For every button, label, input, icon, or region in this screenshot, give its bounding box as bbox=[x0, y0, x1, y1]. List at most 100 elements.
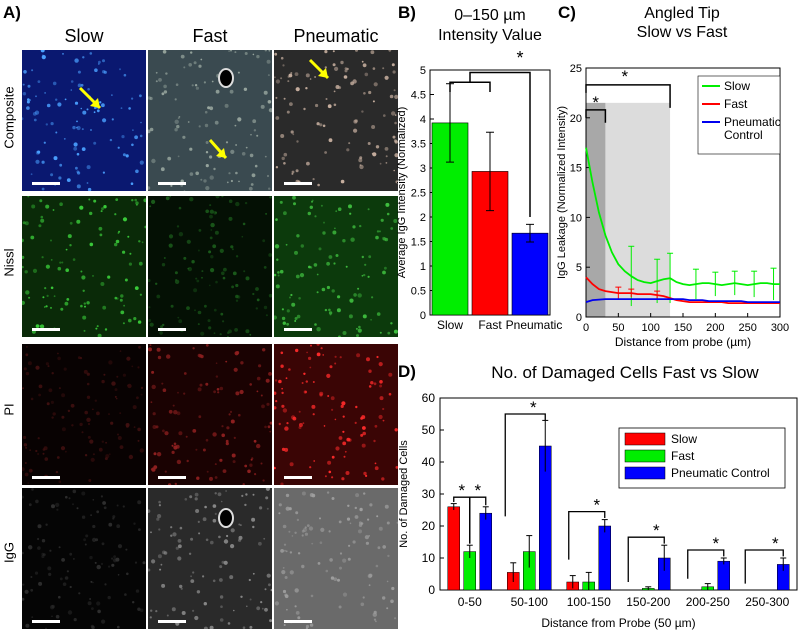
cell-dot bbox=[382, 419, 385, 422]
cell-dot bbox=[394, 121, 397, 125]
cell-dot bbox=[137, 439, 140, 442]
cell-dot bbox=[328, 255, 333, 259]
cell-dot bbox=[135, 589, 140, 593]
chart-d-ytick-label: 20 bbox=[422, 519, 436, 533]
cell-dot bbox=[40, 215, 44, 219]
cell-dot bbox=[62, 582, 67, 586]
cell-dot bbox=[230, 419, 235, 424]
scale-bar bbox=[158, 182, 186, 185]
cell-dot bbox=[240, 595, 243, 598]
cell-dot bbox=[155, 425, 159, 429]
cell-dot bbox=[158, 504, 161, 507]
cell-dot bbox=[169, 196, 171, 198]
cell-dot bbox=[228, 50, 230, 52]
cell-dot bbox=[231, 453, 236, 458]
cell-dot bbox=[171, 607, 176, 612]
cell-dot bbox=[76, 152, 80, 156]
cell-dot bbox=[87, 187, 92, 191]
cell-dot bbox=[159, 568, 162, 571]
cell-dot bbox=[252, 119, 257, 124]
micrograph-tile bbox=[274, 196, 398, 337]
cell-dot bbox=[301, 564, 305, 569]
cell-dot bbox=[66, 178, 71, 183]
cell-dot bbox=[122, 505, 125, 508]
cell-dot bbox=[388, 392, 392, 396]
cell-dot bbox=[202, 448, 206, 452]
cell-dot bbox=[270, 588, 272, 592]
cell-dot bbox=[22, 117, 24, 121]
cell-dot bbox=[244, 201, 248, 205]
cell-dot bbox=[342, 430, 345, 433]
cell-dot bbox=[274, 244, 280, 249]
cell-dot bbox=[55, 502, 60, 507]
cell-dot bbox=[230, 528, 235, 533]
cell-dot bbox=[163, 90, 168, 94]
cell-dot bbox=[58, 595, 61, 599]
cell-dot bbox=[102, 118, 107, 123]
cell-dot bbox=[358, 529, 362, 534]
cell-dot bbox=[361, 110, 364, 113]
cell-dot bbox=[322, 354, 324, 356]
cell-dot bbox=[286, 422, 289, 425]
scale-bar bbox=[32, 328, 60, 331]
chart-d-category-label: 150-200 bbox=[626, 595, 670, 609]
cell-dot bbox=[46, 103, 51, 108]
cell-dot bbox=[30, 576, 33, 578]
cell-dot bbox=[327, 104, 332, 109]
cell-dot bbox=[58, 176, 62, 180]
cell-dot bbox=[128, 318, 132, 323]
cell-dot bbox=[125, 423, 130, 427]
cell-dot bbox=[69, 552, 73, 556]
cell-dot bbox=[324, 66, 327, 69]
cell-dot bbox=[382, 236, 386, 241]
cell-dot bbox=[76, 219, 81, 224]
cell-dot bbox=[209, 106, 214, 111]
cell-dot bbox=[126, 572, 129, 576]
cell-dot bbox=[358, 325, 361, 329]
cell-dot bbox=[128, 454, 134, 460]
cell-dot bbox=[209, 204, 212, 207]
cell-dot bbox=[280, 482, 284, 485]
cell-dot bbox=[281, 447, 286, 451]
cell-dot bbox=[209, 625, 214, 629]
cell-dot bbox=[213, 308, 217, 312]
chart-c-ytick-label: 0 bbox=[576, 312, 582, 324]
cell-dot bbox=[279, 200, 283, 204]
cell-dot bbox=[215, 375, 219, 378]
cell-dot bbox=[317, 562, 321, 565]
cell-dot bbox=[331, 476, 334, 479]
cell-dot bbox=[283, 162, 286, 165]
cell-dot bbox=[217, 391, 220, 394]
cell-dot bbox=[30, 469, 33, 472]
cell-dot bbox=[374, 424, 378, 428]
cell-dot bbox=[294, 317, 298, 320]
cell-dot bbox=[73, 618, 77, 622]
cell-dot bbox=[266, 59, 271, 64]
cell-dot bbox=[296, 234, 300, 238]
cell-dot bbox=[110, 421, 114, 425]
cell-dot bbox=[22, 597, 25, 601]
cell-dot bbox=[280, 364, 284, 368]
chart-c-xtick-label: 300 bbox=[771, 322, 789, 334]
chart-c-legend-label: Fast bbox=[724, 97, 748, 111]
chart-b-ytick-label: 0.5 bbox=[411, 286, 426, 298]
cell-dot bbox=[134, 198, 137, 202]
cell-dot bbox=[254, 164, 258, 168]
cell-dot bbox=[255, 287, 259, 291]
cell-dot bbox=[34, 571, 39, 575]
cell-dot bbox=[326, 491, 330, 494]
chart-c-significance-star: * bbox=[592, 93, 599, 112]
cell-dot bbox=[339, 356, 342, 359]
cell-dot bbox=[383, 237, 387, 241]
cell-dot bbox=[186, 306, 190, 310]
cell-dot bbox=[171, 450, 175, 454]
cell-dot bbox=[316, 344, 320, 346]
cell-dot bbox=[243, 270, 246, 273]
cell-dot bbox=[22, 255, 25, 259]
cell-dot bbox=[53, 295, 56, 298]
cell-dot bbox=[89, 555, 93, 560]
cell-dot bbox=[158, 500, 161, 504]
cell-dot bbox=[26, 100, 30, 104]
cell-dot bbox=[233, 436, 236, 439]
cell-dot bbox=[296, 518, 300, 522]
